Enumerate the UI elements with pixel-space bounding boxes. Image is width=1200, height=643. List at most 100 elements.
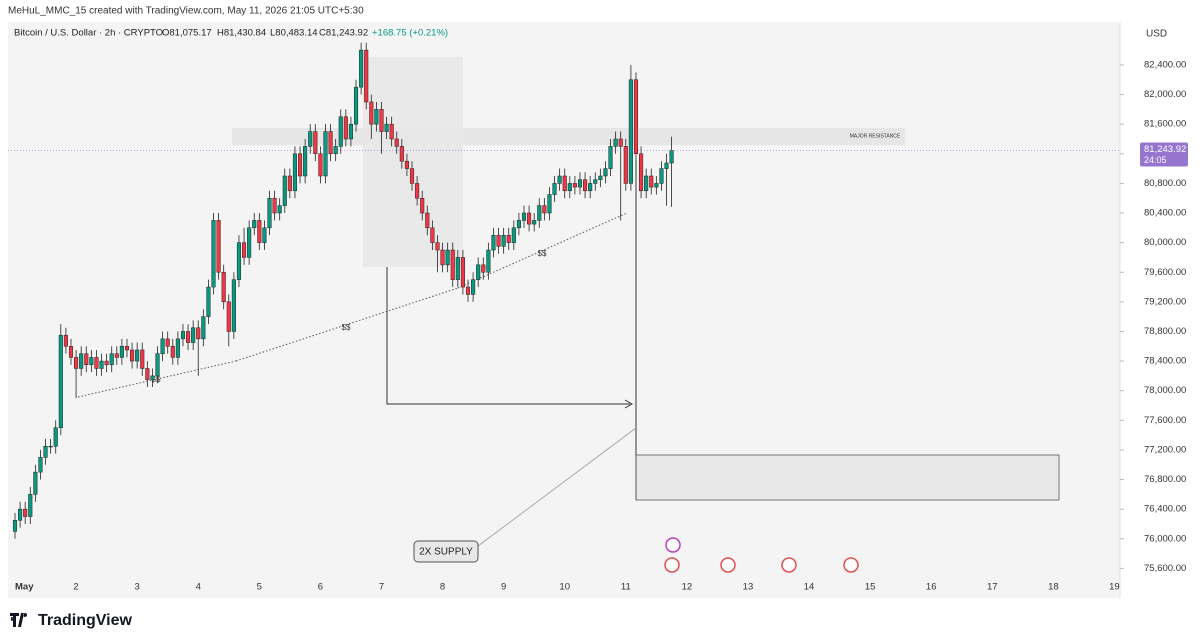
x-tick-label: 6: [318, 582, 323, 593]
candle-body: [348, 123, 353, 140]
candle-body: [440, 249, 445, 266]
candle-body: [74, 357, 79, 369]
candle-body: [282, 175, 287, 206]
x-tick-label: 18: [1048, 582, 1059, 593]
candle-body: [18, 508, 23, 521]
supply-zone: [635, 454, 1060, 501]
candle-body: [170, 346, 175, 358]
candle-body: [38, 457, 43, 473]
candle-body: [48, 445, 53, 448]
candle-body: [649, 175, 654, 188]
candle-body: [53, 427, 58, 447]
candle-body: [415, 183, 420, 199]
event-icon[interactable]: [843, 557, 859, 573]
candle-body: [654, 183, 659, 188]
candle-body: [58, 334, 63, 428]
resistance-label: MAJOR RESISTANCE: [850, 133, 901, 139]
resistance-zone: [232, 128, 905, 145]
candle-body: [476, 264, 481, 280]
candle-body: [537, 205, 542, 221]
candle-body: [89, 357, 94, 366]
candle-body: [43, 445, 48, 458]
candle-body: [379, 109, 384, 132]
candle-body: [603, 168, 608, 177]
candle-body: [114, 353, 119, 358]
candle-body: [130, 349, 135, 362]
event-icon[interactable]: [720, 557, 736, 573]
range-box: [363, 57, 463, 267]
x-tick-label: 12: [682, 582, 693, 593]
projection-line: [386, 267, 630, 405]
candle-body: [384, 123, 389, 132]
y-tick-label: 82,000.00: [1144, 89, 1186, 100]
trendline: [457, 212, 628, 289]
candle-body: [180, 331, 186, 340]
last-price-box: [1140, 142, 1188, 167]
candle-body: [308, 131, 313, 147]
candle-body: [79, 353, 84, 369]
candle-body: [28, 494, 33, 517]
candle-body: [527, 212, 532, 225]
ohlc-open: O81,075.17: [162, 28, 212, 39]
y-tick-label: 79,600.00: [1144, 267, 1186, 278]
candle-body: [409, 168, 415, 184]
liquidity-label: $$: [538, 249, 547, 258]
candle-body: [481, 264, 486, 273]
candle-body: [303, 146, 308, 177]
event-icon[interactable]: [781, 557, 797, 573]
candle-body: [201, 316, 206, 340]
x-tick-label: 9: [501, 582, 506, 593]
candle-body: [633, 79, 639, 155]
candle-body: [552, 183, 557, 195]
candle-body: [644, 175, 649, 192]
candle-body: [160, 338, 165, 354]
credit: MeHuL_MMC_15 created with TradingView.co…: [8, 6, 364, 17]
candle-body: [455, 257, 460, 280]
candle-body: [252, 220, 257, 229]
liquidity-label: $$: [342, 323, 351, 332]
candle-body: [664, 162, 669, 169]
candle-body: [521, 212, 527, 221]
candle-body: [226, 301, 231, 332]
candle-body: [547, 194, 552, 214]
candle-body: [196, 327, 201, 340]
y-tick-label: 80,400.00: [1144, 208, 1186, 219]
candle-body: [94, 357, 99, 369]
candle-body: [119, 346, 124, 358]
candle-body: [191, 327, 196, 343]
candle-body: [557, 175, 562, 184]
y-tick-label: 78,000.00: [1144, 385, 1186, 396]
candle-body: [577, 179, 583, 188]
candle-body: [231, 279, 236, 332]
trendline: [235, 287, 459, 362]
y-tick-label: 77,200.00: [1144, 444, 1186, 455]
candle-body: [608, 146, 613, 169]
candle-body: [135, 349, 140, 362]
candle-body: [211, 220, 216, 288]
y-tick-label: 76,800.00: [1144, 474, 1186, 485]
candle-body: [389, 123, 394, 140]
x-tick-label: 14: [804, 582, 815, 593]
candle-body: [124, 346, 130, 351]
x-tick-label: 3: [135, 582, 140, 593]
candle-body: [140, 349, 145, 369]
ohlc-change: +168.75 (+0.21%): [372, 28, 448, 39]
event-icon[interactable]: [664, 557, 680, 573]
logo-mark: ⁍: [10, 614, 16, 626]
candle-body: [165, 338, 170, 347]
candle-body: [262, 227, 267, 243]
candle-body: [328, 131, 333, 155]
candle-body: [613, 138, 618, 147]
candle-body: [491, 234, 496, 251]
y-tick-label: 78,800.00: [1144, 326, 1186, 337]
candle-body: [369, 101, 374, 125]
y-tick-label: 80,000.00: [1144, 237, 1186, 248]
currency: USD: [1146, 29, 1167, 40]
event-icon[interactable]: [665, 537, 681, 553]
candle-body: [68, 346, 74, 358]
ohlc-close: C81,243.92: [319, 28, 368, 39]
brand[interactable]: TradingView: [38, 612, 133, 629]
candle-body: [399, 146, 404, 162]
x-tick-label: 5: [257, 582, 262, 593]
